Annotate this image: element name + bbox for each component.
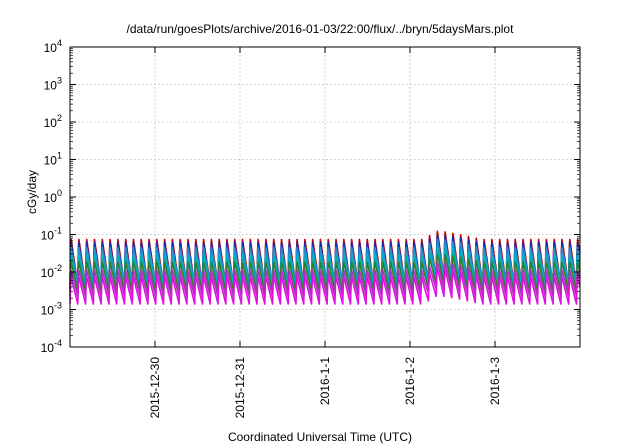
y-tick-label: 104 xyxy=(44,38,62,55)
grid xyxy=(70,47,580,347)
x-tick-label: 2016-1-2 xyxy=(403,357,417,405)
x-axis-label: Coordinated Universal Time (UTC) xyxy=(227,430,413,444)
x-tick-label: 2015-12-31 xyxy=(233,357,247,419)
axis-ticks: 10-4 10-3 10-2 10-1 100 101 102 103 104 2015-12-3… xyxy=(41,38,580,418)
y-tick-label: 102 xyxy=(44,113,62,130)
y-tick-label: 10-3 xyxy=(41,301,62,318)
y-axis-label: cGy/day xyxy=(25,170,39,215)
x-tick-label: 2016-1-3 xyxy=(488,357,502,405)
series-lines xyxy=(69,230,581,305)
chart-title: /data/run/goesPlots/archive/2016-01-03/2… xyxy=(126,22,514,36)
x-tick-label: 2015-12-30 xyxy=(148,357,162,419)
y-tick-label: 10-4 xyxy=(41,338,62,355)
y-tick-label: 100 xyxy=(44,188,62,205)
y-tick-label: 103 xyxy=(44,76,62,93)
series-line-5 xyxy=(69,261,581,298)
series-line-4 xyxy=(69,253,581,293)
series-line-3 xyxy=(69,246,581,288)
series-line-6 xyxy=(69,267,581,305)
y-tick-label: 10-1 xyxy=(41,226,62,243)
y-tick-label: 101 xyxy=(44,151,62,168)
y-tick-label: 10-2 xyxy=(41,263,62,280)
x-tick-label: 2016-1-1 xyxy=(318,357,332,405)
series-line-2 xyxy=(69,238,581,285)
